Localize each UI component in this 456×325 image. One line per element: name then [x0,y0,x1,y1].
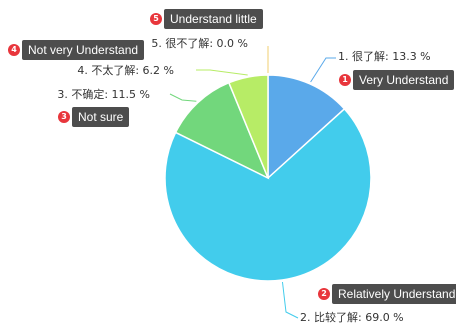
callout-number-badge: 5 [150,13,162,25]
callout-very-understand: 1 Very Understand [339,70,455,90]
callout-label: Not sure [72,107,130,127]
slice-label: 3. 不确定: 11.5 % [57,87,150,101]
callout-understand-little: 5 Understand little [150,9,263,29]
callout-label: Not very Understand [22,40,145,60]
callout-not-sure: 3 Not sure [58,107,130,127]
callout-label: Very Understand [353,70,455,90]
callout-label: Understand little [164,9,263,29]
slice-label: 1. 很了解: 13.3 % [338,49,431,63]
pie-slice [227,74,269,179]
leader-line [281,281,299,319]
slice-labels: 1. 很了解: 13.3 % 2. 比较了解: 69.0 % 3. 不确定: 11.… [57,36,430,324]
pie-slices [164,74,372,282]
leader-line [169,93,197,102]
leader-lines [169,46,336,319]
slice-label: 2. 比较了解: 69.0 % [300,310,404,324]
leader-line [196,69,248,76]
slice-label: 4. 不太了解: 6.2 % [77,63,174,77]
pie-slice [267,74,346,180]
pie-slice [164,107,372,282]
leader-line [310,57,336,83]
pie-slice [174,81,270,180]
callout-number-badge: 1 [339,74,351,86]
slice-label: 5. 很不了解: 0.0 % [151,36,248,50]
callout-relatively-understand: 2 Relatively Understand [318,284,456,304]
callout-number-badge: 4 [8,44,20,56]
callout-label: Relatively Understand [332,284,456,304]
callout-number-badge: 3 [58,111,70,123]
callout-number-badge: 2 [318,288,330,300]
callout-not-very-understand: 4 Not very Understand [8,40,145,60]
